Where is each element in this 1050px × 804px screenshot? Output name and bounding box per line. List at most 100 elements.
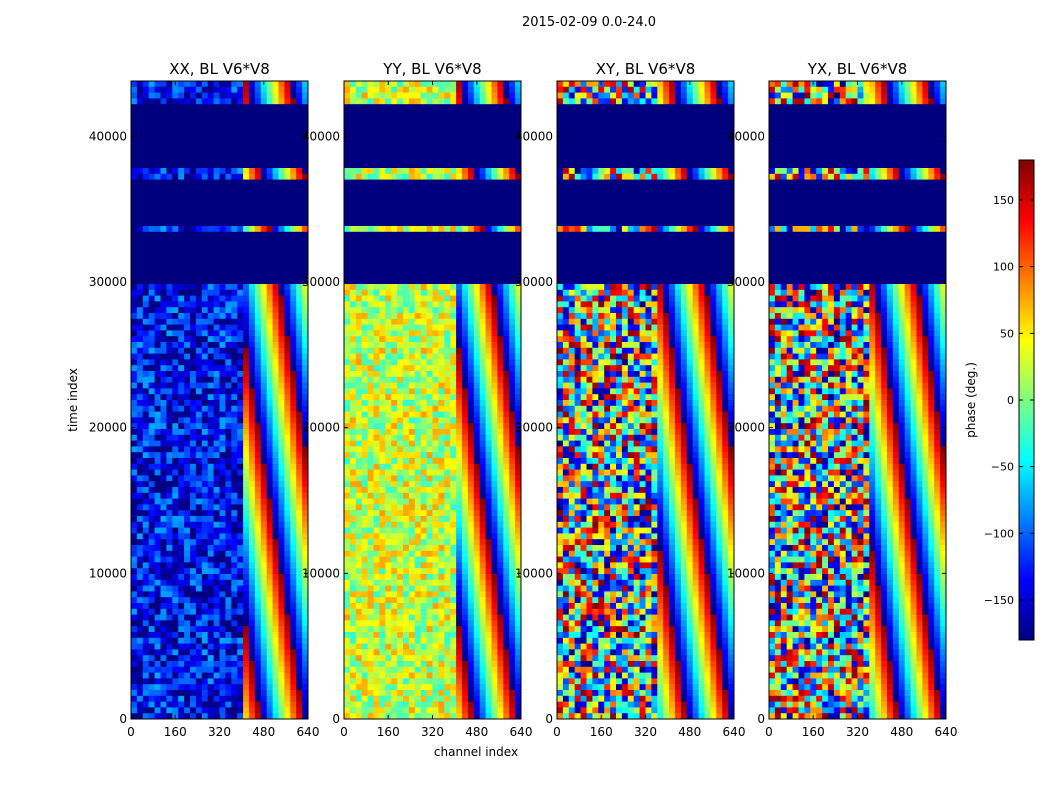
heatmap-cell xyxy=(273,417,279,423)
heatmap-cell xyxy=(190,383,196,389)
heatmap-cell xyxy=(474,220,480,226)
heatmap-cell xyxy=(444,139,450,145)
heatmap-cell xyxy=(356,156,362,162)
heatmap-cell xyxy=(450,284,456,290)
heatmap-cell xyxy=(509,180,515,186)
heatmap-cell xyxy=(225,348,231,354)
heatmap-cell xyxy=(296,516,302,522)
heatmap-cell xyxy=(208,319,214,325)
heatmap-cell xyxy=(178,348,184,354)
heatmap-cell xyxy=(497,388,503,394)
heatmap-cell xyxy=(474,365,480,371)
heatmap-cell xyxy=(344,261,350,267)
heatmap-cell xyxy=(202,371,208,377)
heatmap-cell xyxy=(208,151,214,157)
heatmap-cell xyxy=(433,348,439,354)
heatmap-cell xyxy=(391,209,397,215)
heatmap-cell xyxy=(462,139,468,145)
heatmap-cell xyxy=(444,110,450,116)
heatmap-cell xyxy=(403,116,409,122)
heatmap-cell xyxy=(196,557,202,563)
heatmap-cell xyxy=(155,296,161,302)
heatmap-cell xyxy=(409,342,415,348)
heatmap-cell xyxy=(296,632,302,638)
heatmap-cell xyxy=(403,232,409,238)
heatmap-cell xyxy=(225,423,231,429)
heatmap-cell xyxy=(462,203,468,209)
heatmap-cell xyxy=(166,406,172,412)
heatmap-cell xyxy=(284,551,290,557)
heatmap-cell xyxy=(137,325,143,331)
heatmap-cell xyxy=(468,319,474,325)
heatmap-cell xyxy=(438,220,444,226)
heatmap-cell xyxy=(438,81,444,87)
heatmap-cell xyxy=(155,261,161,267)
heatmap-cell xyxy=(492,359,498,365)
heatmap-cell xyxy=(214,98,220,104)
heatmap-cell xyxy=(302,539,308,545)
heatmap-cell xyxy=(208,371,214,377)
heatmap-cell xyxy=(296,615,302,621)
heatmap-cell xyxy=(155,557,161,563)
heatmap-cell xyxy=(350,81,356,87)
heatmap-cell xyxy=(131,203,137,209)
heatmap-cell xyxy=(190,348,196,354)
heatmap-cell xyxy=(290,435,296,441)
heatmap-cell xyxy=(509,261,515,267)
heatmap-cell xyxy=(166,359,172,365)
heatmap-cell xyxy=(279,98,285,104)
heatmap-cell xyxy=(220,191,226,197)
heatmap-cell xyxy=(149,423,155,429)
heatmap-cell xyxy=(184,290,190,296)
heatmap-cell xyxy=(249,139,255,145)
heatmap-cell xyxy=(379,162,385,168)
heatmap-cell xyxy=(202,458,208,464)
heatmap-cell xyxy=(137,551,143,557)
heatmap-cell xyxy=(261,301,267,307)
heatmap-cell xyxy=(261,209,267,215)
heatmap-cell xyxy=(515,174,521,180)
heatmap-cell xyxy=(190,226,196,232)
heatmap-cell xyxy=(391,238,397,244)
heatmap-cell xyxy=(143,696,149,702)
heatmap-cell xyxy=(267,644,273,650)
heatmap-cell xyxy=(255,684,261,690)
heatmap-cell xyxy=(214,307,220,313)
heatmap-cell xyxy=(450,151,456,157)
heatmap-cell xyxy=(279,354,285,360)
heatmap-cell xyxy=(284,133,290,139)
heatmap-cell xyxy=(220,139,226,145)
heatmap-cell xyxy=(284,319,290,325)
heatmap-cell xyxy=(225,359,231,365)
heatmap-cell xyxy=(208,214,214,220)
heatmap-cell xyxy=(480,151,486,157)
heatmap-cell xyxy=(172,446,178,452)
heatmap-cell xyxy=(196,272,202,278)
heatmap-cell xyxy=(184,191,190,197)
heatmap-cell xyxy=(362,185,368,191)
heatmap-cell xyxy=(214,255,220,261)
heatmap-cell xyxy=(231,702,237,708)
heatmap-cell xyxy=(131,487,137,493)
heatmap-cell xyxy=(208,702,214,708)
heatmap-cell xyxy=(249,122,255,128)
heatmap-cell xyxy=(273,313,279,319)
heatmap-cell xyxy=(149,284,155,290)
heatmap-cell xyxy=(284,609,290,615)
heatmap-cell xyxy=(421,133,427,139)
heatmap-cell xyxy=(356,267,362,273)
heatmap-cell xyxy=(403,301,409,307)
heatmap-cell xyxy=(243,510,249,516)
heatmap-cell xyxy=(155,533,161,539)
heatmap-cell xyxy=(225,684,231,690)
heatmap-cell xyxy=(214,93,220,99)
heatmap-cell xyxy=(486,209,492,215)
heatmap-cell xyxy=(155,684,161,690)
heatmap-cell xyxy=(362,238,368,244)
heatmap-cell xyxy=(214,249,220,255)
heatmap-cell xyxy=(273,649,279,655)
heatmap-cell xyxy=(261,620,267,626)
heatmap-cell xyxy=(255,336,261,342)
heatmap-cell xyxy=(202,528,208,534)
